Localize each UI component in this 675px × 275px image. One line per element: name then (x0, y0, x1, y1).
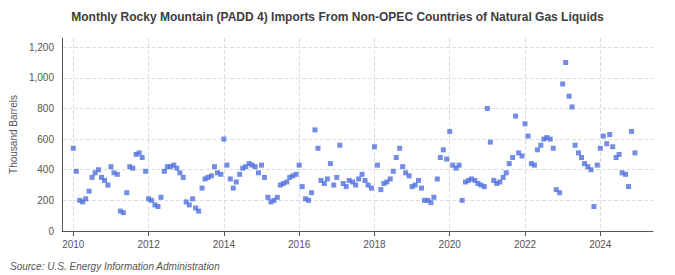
svg-text:600: 600 (37, 134, 54, 145)
svg-text:400: 400 (37, 164, 54, 175)
svg-text:800: 800 (37, 103, 54, 114)
svg-text:0: 0 (48, 226, 54, 237)
svg-text:2020: 2020 (439, 239, 462, 250)
svg-text:2014: 2014 (213, 239, 236, 250)
svg-text:Monthly Rocky Mountain (PADD 4: Monthly Rocky Mountain (PADD 4) Imports … (71, 10, 604, 24)
svg-text:1,000: 1,000 (29, 72, 54, 83)
svg-text:2016: 2016 (288, 239, 311, 250)
svg-text:2018: 2018 (363, 239, 386, 250)
svg-text:Thousand Barrels: Thousand Barrels (8, 95, 19, 174)
svg-text:Source: U.S. Energy Informatio: Source: U.S. Energy Information Administ… (10, 261, 220, 272)
svg-text:1,200: 1,200 (29, 42, 54, 53)
svg-text:200: 200 (37, 195, 54, 206)
svg-text:2024: 2024 (589, 239, 612, 250)
svg-text:2010: 2010 (62, 239, 85, 250)
svg-text:2022: 2022 (514, 239, 537, 250)
svg-text:2012: 2012 (137, 239, 160, 250)
